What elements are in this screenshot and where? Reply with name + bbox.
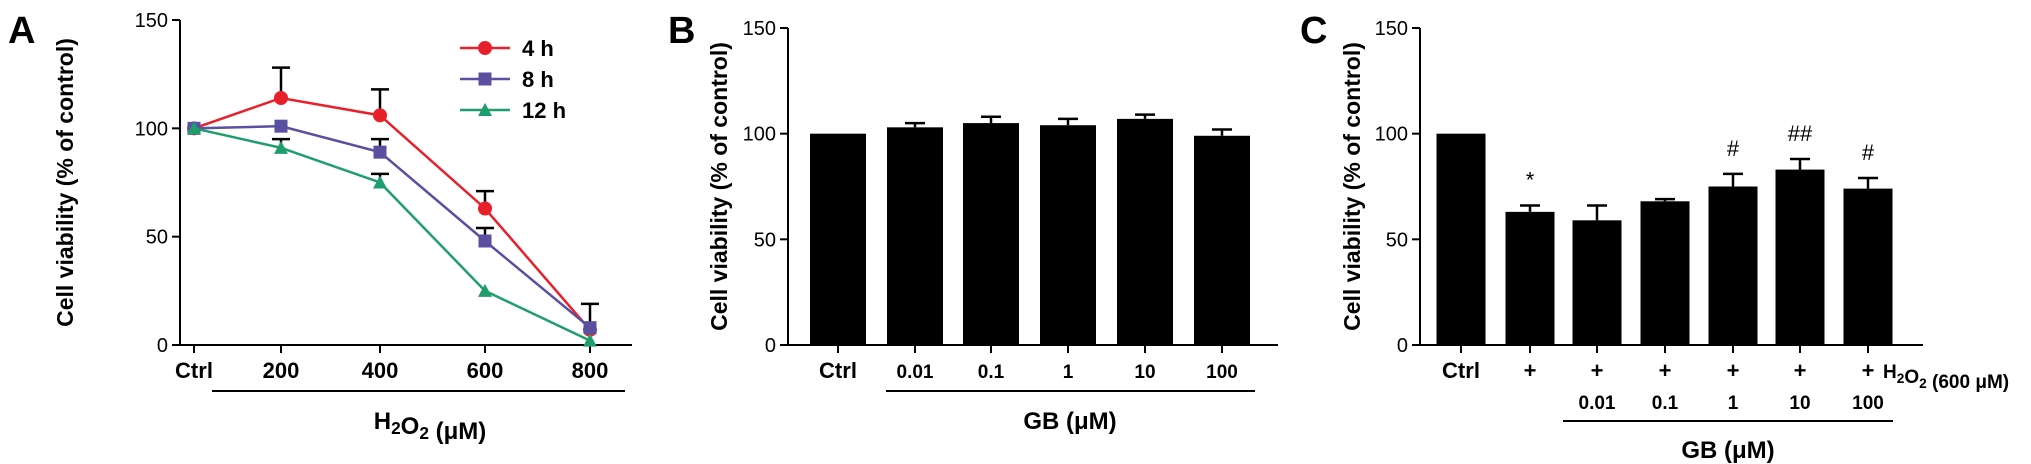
x-axis-title: GB (μM) (1681, 437, 1774, 464)
x-tick-label: Ctrl (819, 358, 857, 383)
panel-label-a: A (8, 10, 35, 52)
legend-marker (478, 103, 492, 116)
legend-marker (478, 72, 492, 86)
x-tick-label: 10 (1134, 362, 1155, 383)
x-tick-label: + (1794, 358, 1807, 383)
data-point (274, 140, 288, 154)
bar (810, 133, 866, 345)
x-subtick-label: 100 (1852, 393, 1884, 414)
series-line-4h (193, 96, 591, 331)
y-tick-label: 0 (1397, 335, 1408, 357)
data-point (478, 234, 492, 248)
y-tick-label: 50 (146, 227, 168, 249)
x-tick-label: 100 (1206, 362, 1238, 383)
x-tick-label: 200 (263, 358, 300, 383)
bar (887, 127, 943, 346)
x-tick-label: 800 (572, 358, 609, 383)
y-tick-label: 150 (135, 10, 168, 32)
x-tick-label: 400 (362, 358, 399, 383)
data-point (478, 201, 492, 216)
row-label: H2O2 (600 μM) (1883, 362, 2009, 393)
y-tick-label: 150 (1375, 18, 1408, 40)
x-tick-label: + (1862, 358, 1875, 383)
bar (1843, 188, 1893, 345)
legend-marker (478, 41, 492, 55)
bar (1505, 211, 1555, 345)
data-point (274, 91, 288, 105)
significance-marker: * (1526, 168, 1535, 193)
bar (1117, 118, 1173, 345)
x-tick-label: 0.1 (978, 362, 1005, 383)
y-axis-title: Cell viability (% of control) (52, 38, 78, 327)
legend-label: 4 h (522, 36, 554, 61)
bar (1572, 220, 1622, 345)
data-point (583, 333, 597, 347)
x-subtick-label: 1 (1728, 393, 1739, 414)
y-axis-title: Cell viability (% of control) (1339, 42, 1365, 331)
bar (1194, 135, 1250, 345)
significance-marker: # (1862, 140, 1875, 165)
significance-marker: # (1727, 136, 1740, 161)
x-tick-label: 0.01 (897, 362, 934, 383)
bar (963, 123, 1019, 345)
y-tick-label: 100 (1375, 124, 1408, 146)
y-axis-title: Cell viability (% of control) (706, 42, 732, 331)
data-point (373, 108, 387, 123)
legend-label: 12 h (522, 98, 566, 123)
series-line-8h (193, 124, 591, 329)
data-point (274, 119, 288, 133)
series-line-12h (193, 127, 591, 342)
significance-marker: ## (1788, 121, 1813, 146)
data-point (373, 175, 387, 189)
data-point (583, 321, 597, 335)
bar (1436, 133, 1486, 345)
data-point (478, 283, 492, 297)
x-tick-label: Ctrl (1442, 358, 1480, 383)
data-point (187, 121, 201, 135)
x-tick-label: 600 (467, 358, 504, 383)
bar (1640, 201, 1690, 345)
x-tick-label: Ctrl (175, 358, 213, 383)
x-tick-label: + (1591, 358, 1604, 383)
x-axis-title: GB (μM) (1023, 408, 1116, 435)
data-point (373, 145, 387, 159)
x-axis-title: H2O2 (μM) (374, 408, 487, 445)
x-tick-label: + (1659, 358, 1672, 383)
legend-label: 8 h (522, 67, 554, 92)
y-tick-label: 0 (765, 335, 776, 357)
bar (1775, 169, 1825, 345)
x-tick-label: + (1727, 358, 1740, 383)
bar (1708, 186, 1758, 345)
x-tick-label: 1 (1063, 362, 1074, 383)
y-tick-label: 0 (157, 335, 168, 357)
y-tick-label: 150 (743, 18, 776, 40)
x-subtick-label: 0.1 (1652, 393, 1679, 414)
panel-label-b: B (668, 10, 695, 52)
bar (1040, 125, 1096, 345)
x-subtick-label: 10 (1789, 393, 1810, 414)
panel-label-c: C (1300, 10, 1327, 52)
y-tick-label: 100 (743, 124, 776, 146)
y-tick-label: 50 (1386, 229, 1408, 251)
y-tick-label: 100 (135, 118, 168, 140)
x-tick-label: + (1524, 358, 1537, 383)
y-tick-label: 50 (754, 229, 776, 251)
x-subtick-label: 0.01 (1579, 393, 1616, 414)
